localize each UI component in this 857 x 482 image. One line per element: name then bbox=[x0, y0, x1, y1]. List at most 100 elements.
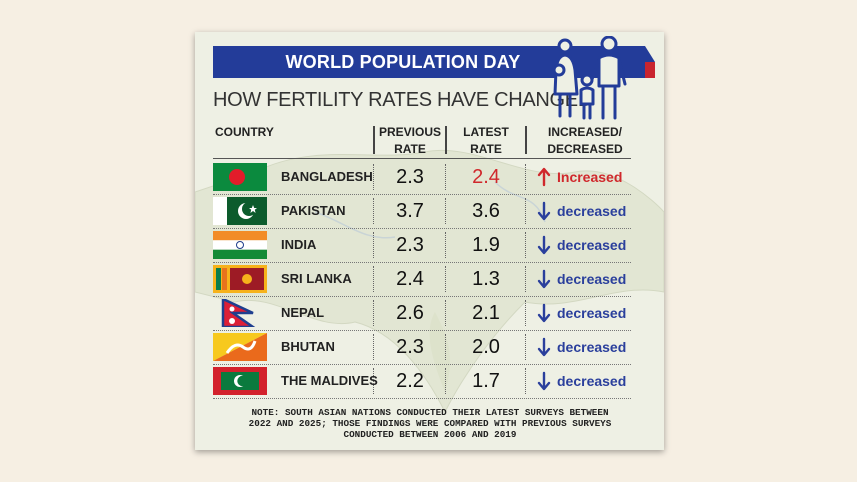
column-divider bbox=[445, 300, 446, 326]
row-divider bbox=[213, 296, 631, 297]
column-divider bbox=[373, 164, 374, 190]
change-label: decreased bbox=[557, 339, 627, 355]
title-banner: WORLD POPULATION DAY bbox=[213, 46, 655, 78]
family-icon bbox=[552, 36, 627, 120]
country-name: BANGLADESH bbox=[281, 169, 373, 184]
latest-rate: 1.7 bbox=[472, 370, 500, 392]
column-header-latest-line1: LATEST bbox=[463, 125, 509, 139]
row-divider bbox=[213, 262, 631, 263]
footnote-line: NOTE: SOUTH ASIAN NATIONS CONDUCTED THEI… bbox=[251, 407, 609, 418]
previous-rate: 3.7 bbox=[396, 200, 424, 222]
column-divider bbox=[525, 266, 526, 292]
column-divider bbox=[373, 300, 374, 326]
column-header-previous-line1: PREVIOUS bbox=[378, 125, 441, 139]
header-divider bbox=[445, 126, 447, 154]
column-header-latest-line2: RATE bbox=[470, 142, 502, 156]
country-name: SRI LANKA bbox=[281, 271, 352, 286]
latest-rate: 1.3 bbox=[472, 268, 500, 290]
country-name: BHUTAN bbox=[281, 339, 335, 354]
latest-rate: 2.1 bbox=[472, 302, 500, 324]
table-row: NEPAL 2.6 2.1 decreased bbox=[213, 296, 631, 331]
india-flag-icon bbox=[213, 231, 267, 259]
column-divider bbox=[525, 300, 526, 326]
footnote: NOTE: SOUTH ASIAN NATIONS CONDUCTED THEI… bbox=[220, 407, 640, 440]
arrow-down-icon bbox=[537, 371, 551, 391]
arrow-up-icon bbox=[537, 167, 551, 187]
maldives-flag-icon bbox=[213, 367, 267, 395]
country-name: THE MALDIVES bbox=[281, 373, 378, 388]
footnote-line: 2022 AND 2025; THOSE FINDINGS WERE COMPA… bbox=[248, 418, 612, 429]
change-label: decreased bbox=[557, 237, 627, 253]
column-header-previous: PREVIOUS RATE bbox=[375, 124, 445, 158]
header-divider bbox=[525, 126, 527, 154]
table-row: BHUTAN 2.3 2.0 decreased bbox=[213, 330, 631, 365]
footnote-line: CONDUCTED BETWEEN 2006 AND 2019 bbox=[343, 429, 517, 440]
column-header-change-line2: DECREASED bbox=[547, 142, 623, 156]
arrow-down-icon bbox=[537, 201, 551, 221]
table-row: SRI LANKA 2.4 1.3 decreased bbox=[213, 262, 631, 297]
subtitle: HOW FERTILITY RATES HAVE CHANGED bbox=[213, 89, 592, 111]
previous-rate: 2.6 bbox=[396, 302, 424, 324]
latest-rate: 2.4 bbox=[472, 166, 500, 188]
column-divider bbox=[445, 266, 446, 292]
column-divider bbox=[445, 164, 446, 190]
change-label: decreased bbox=[557, 203, 627, 219]
change-label: decreased bbox=[557, 305, 627, 321]
country-name: NEPAL bbox=[281, 305, 325, 320]
banner-shape bbox=[213, 46, 655, 78]
latest-rate: 2.0 bbox=[472, 336, 500, 358]
arrow-down-icon bbox=[537, 235, 551, 255]
column-divider bbox=[525, 232, 526, 258]
change-label: decreased bbox=[557, 373, 627, 389]
row-divider bbox=[213, 228, 631, 229]
table-row: BANGLADESH 2.3 2.4 Increased bbox=[213, 160, 631, 195]
table-row: INDIA 2.3 1.9 decreased bbox=[213, 228, 631, 263]
column-divider bbox=[445, 334, 446, 360]
previous-rate: 2.3 bbox=[396, 166, 424, 188]
column-divider bbox=[525, 164, 526, 190]
column-divider bbox=[525, 334, 526, 360]
column-divider bbox=[373, 232, 374, 258]
bangladesh-flag-icon bbox=[213, 163, 267, 191]
latest-rate: 3.6 bbox=[472, 200, 500, 222]
row-divider bbox=[213, 194, 631, 195]
bhutan-flag-icon bbox=[213, 333, 267, 361]
row-divider bbox=[213, 364, 631, 365]
column-header-previous-line2: RATE bbox=[394, 142, 426, 156]
row-divider bbox=[213, 398, 631, 399]
column-divider bbox=[525, 198, 526, 224]
infographic-card: WORLD POPULATION DAY HOW FERTILITY RATES… bbox=[195, 32, 664, 450]
arrow-down-icon bbox=[537, 337, 551, 357]
latest-rate: 1.9 bbox=[472, 234, 500, 256]
previous-rate: 2.4 bbox=[396, 268, 424, 290]
arrow-down-icon bbox=[537, 303, 551, 323]
table-row: PAKISTAN 3.7 3.6 decreased bbox=[213, 194, 631, 229]
column-header-country: COUNTRY bbox=[215, 125, 274, 139]
column-divider bbox=[445, 198, 446, 224]
header-divider bbox=[373, 126, 375, 154]
column-divider bbox=[373, 368, 374, 394]
column-divider bbox=[373, 334, 374, 360]
column-header-change: INCREASED/ DECREASED bbox=[530, 124, 640, 158]
table-row: THE MALDIVES 2.2 1.7 decreased bbox=[213, 364, 631, 399]
previous-rate: 2.2 bbox=[396, 370, 424, 392]
banner-title: WORLD POPULATION DAY bbox=[285, 52, 521, 72]
column-divider bbox=[445, 368, 446, 394]
change-label: decreased bbox=[557, 271, 627, 287]
column-header-change-line1: INCREASED/ bbox=[547, 125, 622, 139]
pakistan-flag-icon bbox=[213, 197, 267, 225]
country-name: PAKISTAN bbox=[281, 203, 346, 218]
row-divider bbox=[213, 330, 631, 331]
arrow-down-icon bbox=[537, 269, 551, 289]
column-header-latest: LATEST RATE bbox=[450, 124, 522, 158]
header-rule bbox=[213, 158, 631, 159]
column-divider bbox=[525, 368, 526, 394]
change-label: Increased bbox=[557, 169, 623, 185]
column-divider bbox=[373, 266, 374, 292]
sri-lanka-flag-icon bbox=[213, 265, 267, 293]
previous-rate: 2.3 bbox=[396, 234, 424, 256]
nepal-flag-icon bbox=[221, 299, 256, 327]
column-divider bbox=[445, 232, 446, 258]
previous-rate: 2.3 bbox=[396, 336, 424, 358]
country-name: INDIA bbox=[281, 237, 317, 252]
